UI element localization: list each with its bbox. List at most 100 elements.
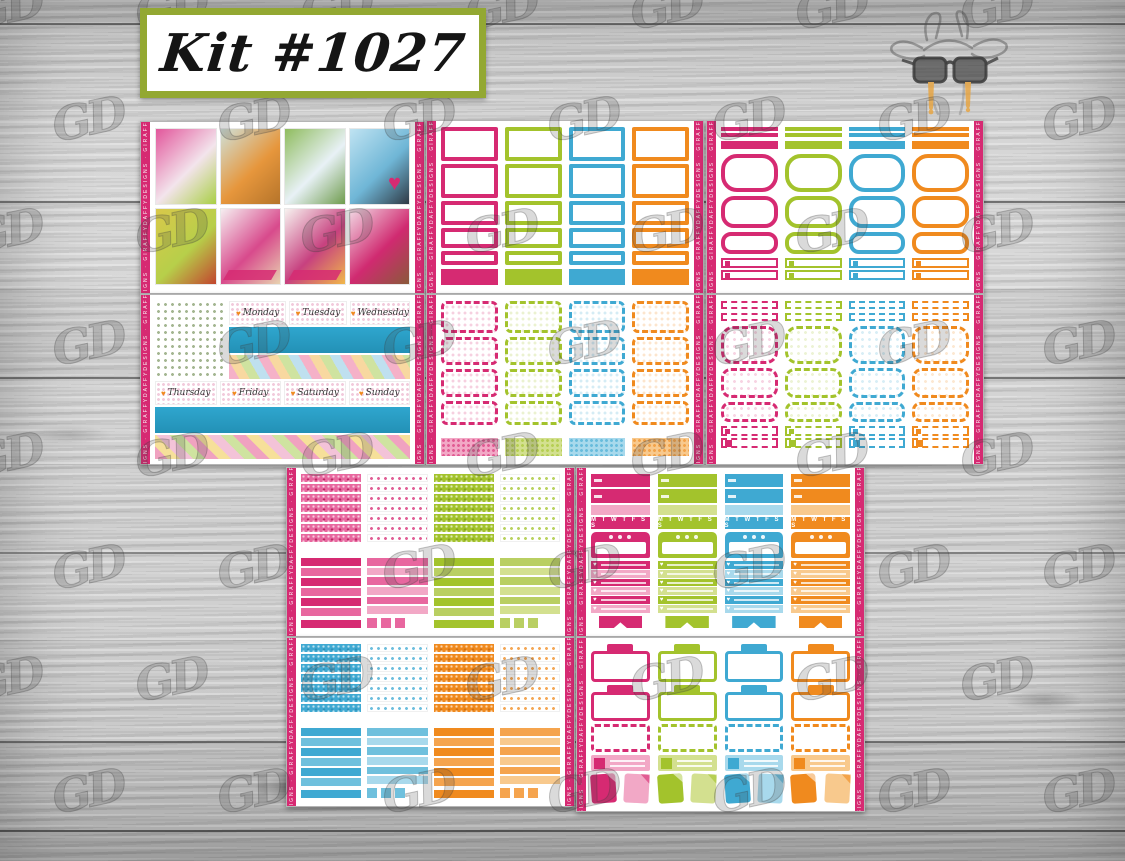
outline-box-sticker [504,201,562,225]
habit-letters: M T W T F S S [591,516,647,529]
plank-seam [0,23,1125,25]
sticky-fold [774,774,784,784]
plaque-dot [676,534,681,539]
stamp-box-sticker [591,724,650,752]
pattern-strip-sticker [433,494,494,502]
foliage-photo-square [155,301,225,377]
deco-pattern-strip-sticker [441,438,498,456]
weekday-header-sticker: ♥ Monday [229,301,287,325]
art-tile-pasta-dish [155,208,217,285]
sheet-edge-label: giraffydaffydesigns · giraffydaffydesign… [428,121,435,293]
checkbox-row-sticker [912,270,969,280]
deco-border-box-sticker [632,301,689,333]
sheet-edge-label: giraffydaffydesigns · giraffydaffydesign… [975,295,982,464]
plaque-dot [618,534,623,539]
sheet-columns [721,301,969,456]
scallop-plaque-sticker [657,531,717,559]
pattern-strip-sticker [301,644,362,652]
checkbox-square [916,439,924,447]
plaque-dot [694,534,699,539]
heart-bullet-icon: ♥ [726,597,731,603]
pattern-strip-sticker [433,474,494,482]
mini-square-sticker [513,788,524,799]
sheet-edge-strip: giraffydaffydesigns · giraffydaffydesign… [855,638,864,811]
solid-bar-sticker [441,269,498,285]
sheet-column: M T W T F S S ♥ ♥ ♥ ♥ ♥ ♥ [657,474,717,629]
solid-strip-sticker [433,588,494,596]
plaque-label-box [661,542,713,555]
pattern-strip-sticker [433,704,494,712]
weekly-washi-sheet-content: ♥ Monday ♥ Tuesday ♥ Wednesday ♥ Thursday ♥ Frida… [155,301,410,459]
ribbon-banner-sticker [798,615,843,629]
header-bar-sticker [591,474,650,488]
deco-mini-sheet: giraffydaffydesigns · giraffydaffydesign… [706,294,984,465]
floor-stripe [288,270,342,280]
washi-solid-column [301,558,362,628]
solid-strip-sticker [301,598,362,606]
sheet-edge-label: giraffydaffydesigns · giraffydaffydesign… [288,468,295,636]
outline-box-sticker [632,127,689,161]
solid-strip-sticker [499,728,560,736]
solid-strip-sticker [367,766,428,775]
weekday-label: Monday [242,308,280,318]
plaque-dot [818,534,823,539]
heart-doodle-icon: ♥ [161,388,166,398]
plank-seam [0,111,1125,112]
sheet-column [590,644,651,804]
sticky-note-row [656,773,718,804]
pattern-strip-sticker [301,684,362,692]
checkbox-square [788,260,794,266]
solid-strip-sticker [301,588,362,596]
washi-solid-column [433,558,494,628]
checklist-line [734,564,780,567]
deco-border-box-sticker [632,337,689,365]
washi-line [743,764,779,767]
washi-line [610,764,645,767]
solid-strip-sticker [499,567,560,576]
solid-strip-sticker [433,578,494,586]
mini-square-sticker [395,618,406,629]
washi-pattern-column [433,644,494,722]
outline-box-sticker [441,127,498,161]
note-tab [807,685,834,694]
washi-solid-column [499,728,560,799]
kit-title-text: Kit #1027 [157,22,469,84]
checkbox-square [916,260,922,266]
mini-square-row [499,618,560,629]
heart-checklist-row-sticker: ♥ [791,587,850,596]
note-tab [740,685,767,694]
weekday-header-row: ♥ Monday ♥ Tuesday ♥ Wednesday [229,301,410,325]
plank-seam [0,830,1125,832]
tabbed-note-sticker [791,685,850,721]
washi-line [810,759,845,762]
header-bar-sticker [657,474,717,488]
solid-strip-sticker [301,738,362,746]
sheet-edge-label: giraffydaffydesigns · giraffydaffydesign… [428,295,435,464]
sheet-edge-strip: giraffydaffydesigns · giraffydaffydesign… [565,468,574,636]
checklist-line [667,607,713,610]
solid-strip-sticker [367,747,428,756]
outline-box-sticker [632,201,689,225]
sheet-column [721,127,778,285]
heart-doodle-icon: ♥ [232,388,237,398]
heart-bullet-icon: ♥ [793,570,797,577]
sheet-edge-strip: giraffydaffydesigns · giraffydaffydesign… [577,468,586,636]
washi-pattern-half [301,644,560,722]
weekday-label: Tuesday [302,308,341,318]
sticky-note-light [757,773,784,804]
half-box-sheet-content [441,127,689,285]
heart-bullet-icon: ♥ [659,579,664,586]
sheet-edge-strip: giraffydaffydesigns · giraffydaffydesign… [707,121,716,293]
deco-rounded-box-sticker [848,368,906,398]
heart-bullet-icon: ♥ [659,570,664,577]
sheet-column: M T W T F S S ♥ ♥ ♥ ♥ ♥ ♥ [791,474,850,629]
heart-bullet-icon: ♥ [593,605,597,612]
header-notch [594,494,602,498]
mini-square-sticker [513,618,524,629]
light-bar-sticker [591,504,650,515]
sheet-edge-label: giraffydaffydesigns · giraffydaffydesign… [695,121,702,293]
checkbox-row-sticker [848,270,906,280]
plaque-dot [760,534,765,539]
checkbox-row-sticker [721,270,778,280]
pattern-strip-sticker [367,494,428,502]
